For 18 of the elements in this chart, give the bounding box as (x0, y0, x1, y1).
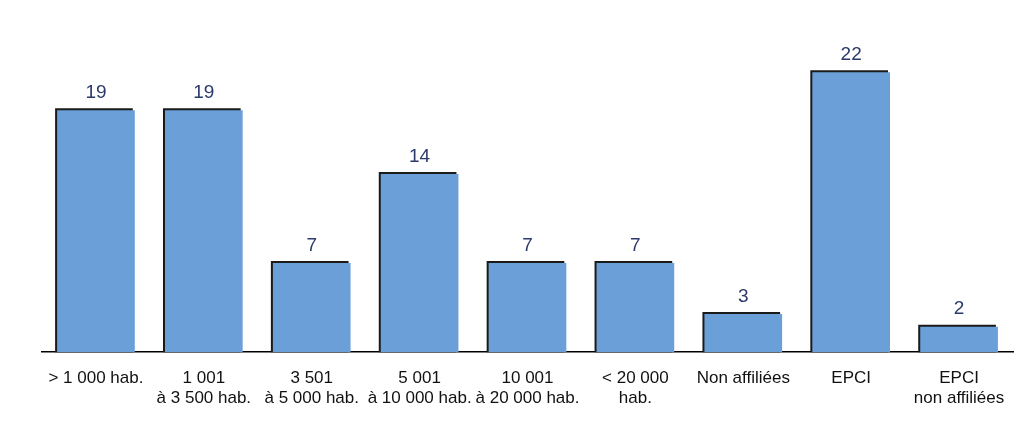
data-label: 19 (193, 81, 215, 103)
x-tick-label: 1 001 à 3 500 hab. (156, 368, 252, 408)
data-label: 7 (522, 233, 533, 255)
x-tick-label: 10 001 à 20 000 hab. (475, 368, 580, 408)
data-label: 2 (953, 297, 965, 319)
data-label: 14 (409, 144, 431, 166)
data-label: 19 (85, 81, 107, 103)
data-label: 7 (630, 233, 641, 255)
x-tick-label: EPCI non affiliées (913, 368, 1005, 408)
data-label: 3 (737, 284, 749, 306)
data-label: 22 (840, 42, 862, 64)
data-label: 7 (306, 233, 318, 255)
x-tick-label: > 1 000 hab. (48, 368, 144, 388)
x-tick-label: 5 001 à 10 000 hab. (367, 368, 472, 408)
x-tick-label: 3 501 à 5 000 hab. (264, 368, 359, 408)
x-tick-label: < 20 000 hab. (602, 368, 669, 408)
x-tick-label: Non affiliées (696, 368, 790, 388)
x-tick-label: EPCI (831, 368, 872, 388)
